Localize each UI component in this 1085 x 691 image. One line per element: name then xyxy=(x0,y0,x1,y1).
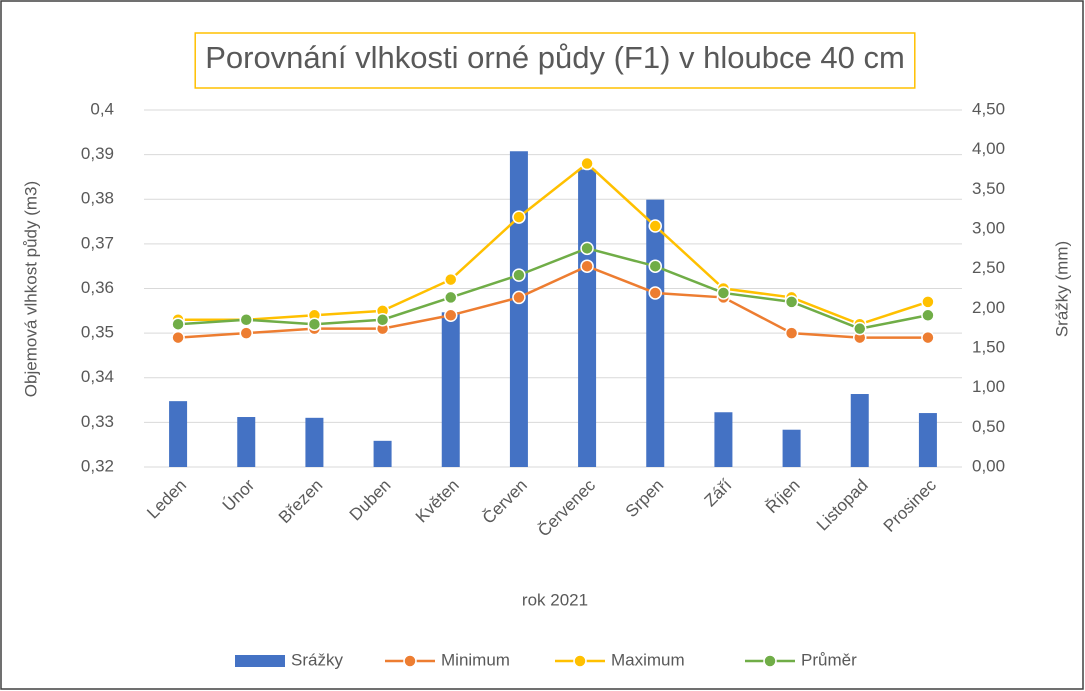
y-tick-label: 0,37 xyxy=(81,233,114,252)
line-marker xyxy=(921,295,935,309)
y-tick-label: 0,32 xyxy=(81,456,114,475)
line-marker xyxy=(921,330,935,345)
line-marker xyxy=(512,268,526,282)
legend-label: Minimum xyxy=(441,650,510,669)
y2-tick-label: 2,00 xyxy=(972,298,1005,317)
bar xyxy=(169,401,188,467)
bar xyxy=(646,199,665,467)
line-marker xyxy=(444,290,458,305)
y2-tick-label: 4,00 xyxy=(972,139,1005,158)
line-marker xyxy=(307,317,322,331)
legend-swatch xyxy=(235,655,285,667)
line-marker xyxy=(512,210,526,224)
y2-tick-label: 3,50 xyxy=(972,179,1005,198)
line-marker xyxy=(648,286,662,300)
line xyxy=(178,264,928,339)
bar xyxy=(850,394,869,467)
legend-swatch xyxy=(763,654,777,668)
bar xyxy=(509,151,528,467)
legend-swatch xyxy=(403,654,417,668)
x-axis-title: rok 2021 xyxy=(522,590,588,609)
y2-axis-title: Srážky (mm) xyxy=(1052,241,1071,337)
y-axis-title: Objemová vlhkost půdy (m3) xyxy=(21,181,40,397)
line-marker xyxy=(444,308,458,323)
line-marker xyxy=(648,259,662,273)
bar xyxy=(918,413,937,467)
line-marker xyxy=(171,330,185,345)
y2-tick-label: 1,50 xyxy=(972,337,1005,356)
y2-tick-label: 4,50 xyxy=(972,99,1005,118)
y-tick-label: 0,34 xyxy=(81,367,114,386)
line-marker xyxy=(375,312,390,327)
line-marker xyxy=(580,156,594,171)
y-tick-label: 0,36 xyxy=(81,278,114,297)
line-marker xyxy=(580,241,594,256)
bar xyxy=(782,429,801,467)
line-marker xyxy=(921,308,935,323)
y-tick-label: 0,38 xyxy=(81,189,114,208)
y2-tick-label: 1,00 xyxy=(972,377,1005,396)
y-tick-label: 0,33 xyxy=(81,412,114,431)
line-marker xyxy=(239,312,253,327)
bar xyxy=(373,440,392,467)
legend-swatch xyxy=(573,654,587,668)
line-marker xyxy=(716,286,731,300)
line-marker xyxy=(784,295,799,309)
line-marker xyxy=(239,326,253,340)
y-tick-label: 0,35 xyxy=(81,323,114,342)
line-marker xyxy=(784,326,799,340)
bar xyxy=(237,417,256,467)
line-marker xyxy=(853,321,867,336)
line-marker xyxy=(580,259,594,273)
bar xyxy=(305,417,324,467)
bar xyxy=(714,412,733,467)
y-tick-label: 0,4 xyxy=(90,99,114,118)
y2-tick-label: 3,00 xyxy=(972,218,1005,237)
legend-label: Srážky xyxy=(291,650,343,669)
bar xyxy=(578,169,597,467)
line-marker xyxy=(512,290,526,305)
line-marker xyxy=(648,219,662,233)
legend-label: Maximum xyxy=(611,650,685,669)
y-tick-label: 0,39 xyxy=(81,144,114,163)
line-marker xyxy=(444,272,458,287)
title-box xyxy=(194,32,916,89)
y2-tick-label: 0,50 xyxy=(972,417,1005,436)
line-marker xyxy=(171,317,185,331)
y2-tick-label: 0,00 xyxy=(972,456,1005,475)
line xyxy=(178,161,929,326)
legend-label: Průměr xyxy=(801,650,857,669)
bar xyxy=(441,312,460,467)
chart-title: Porovnání vlhkosti orné půdy (F1) v hlou… xyxy=(205,40,905,75)
y2-tick-label: 2,50 xyxy=(972,258,1005,277)
line xyxy=(178,247,929,330)
